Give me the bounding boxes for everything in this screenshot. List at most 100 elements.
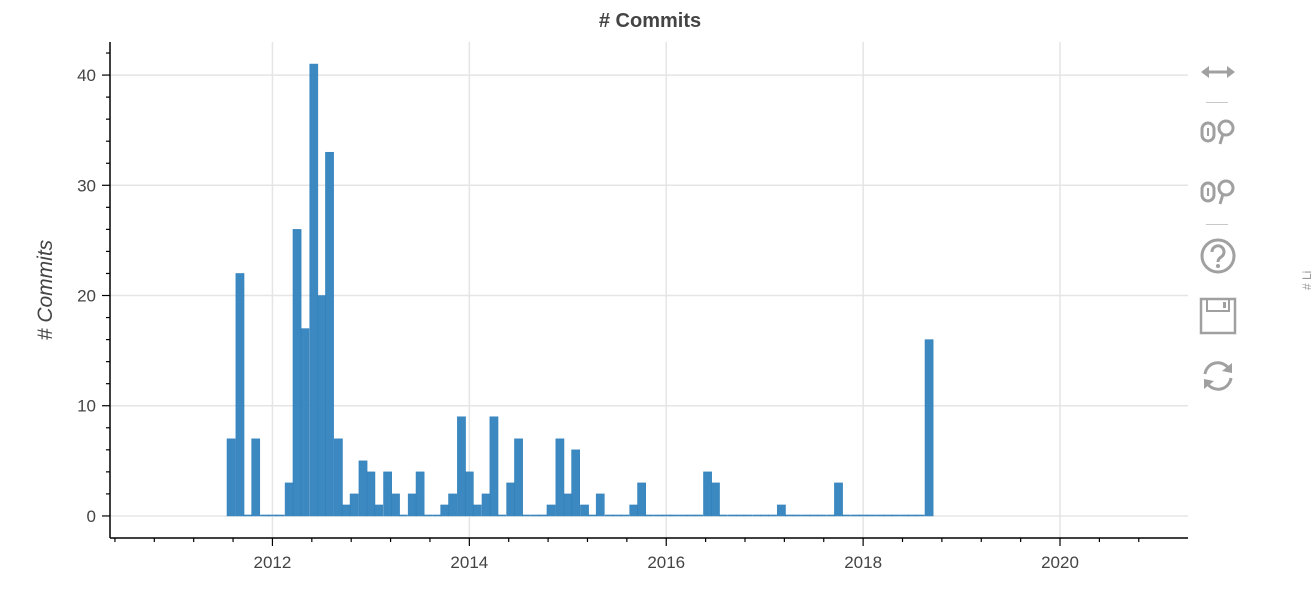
bar xyxy=(309,63,319,517)
bar xyxy=(661,514,671,517)
bar xyxy=(243,514,253,517)
bar xyxy=(850,514,860,517)
bar xyxy=(669,514,679,517)
bar xyxy=(464,471,474,517)
bar xyxy=(423,514,433,517)
bar xyxy=(284,482,294,517)
bar xyxy=(546,504,556,517)
bar xyxy=(842,514,851,517)
bar xyxy=(711,482,720,517)
bar xyxy=(497,514,507,517)
bar xyxy=(300,328,310,517)
tool-save[interactable] xyxy=(1196,296,1240,336)
bar xyxy=(268,514,277,517)
bar xyxy=(645,514,654,517)
bar xyxy=(457,416,466,517)
bar xyxy=(481,493,491,517)
bar xyxy=(366,471,376,517)
bar xyxy=(891,514,900,517)
tool-reset[interactable] xyxy=(1196,356,1240,396)
tool-pan[interactable] xyxy=(1196,52,1240,92)
bar xyxy=(383,471,392,517)
bar xyxy=(325,151,334,517)
grid-lines xyxy=(110,42,1188,538)
bar xyxy=(374,504,384,517)
bar xyxy=(743,514,753,517)
bar xyxy=(678,514,688,517)
bar xyxy=(727,514,737,517)
bar xyxy=(522,514,531,517)
zoom-in-icon xyxy=(1200,119,1235,145)
bar xyxy=(637,482,646,517)
bar xyxy=(654,514,663,517)
bar xyxy=(900,514,909,517)
bar xyxy=(694,514,704,517)
bar xyxy=(629,504,639,517)
bar xyxy=(604,514,614,517)
bar xyxy=(595,493,605,517)
bar xyxy=(358,460,368,517)
bar xyxy=(489,416,499,517)
save-icon xyxy=(1199,297,1237,335)
bar xyxy=(407,493,417,517)
bar xyxy=(777,504,786,517)
bar xyxy=(784,514,794,517)
bar xyxy=(752,514,762,517)
y-tick-label: 0 xyxy=(87,507,96,526)
x-tick-label: 2020 xyxy=(1041,553,1079,572)
bar xyxy=(866,514,876,517)
bar xyxy=(834,482,843,517)
x-tick-label: 2018 xyxy=(844,553,882,572)
bar xyxy=(251,438,261,517)
x-tick-label: 2012 xyxy=(254,553,292,572)
bar xyxy=(506,482,516,517)
bar xyxy=(858,514,868,517)
bar xyxy=(432,514,442,517)
bar xyxy=(801,514,811,517)
bar xyxy=(792,514,802,517)
bar xyxy=(924,339,934,517)
axes: 0 10 20 30 40 2012 2014 2016 2018 2020 xyxy=(77,42,1188,572)
toolbar-separator xyxy=(1206,102,1228,103)
bar xyxy=(703,471,712,517)
bar xyxy=(915,514,925,517)
bar xyxy=(235,273,245,517)
bar xyxy=(580,504,589,517)
bar xyxy=(399,514,408,517)
bar xyxy=(809,514,819,517)
y-axis-label: # Commits xyxy=(34,239,57,340)
bar xyxy=(718,514,728,517)
bar xyxy=(530,514,540,517)
bar xyxy=(341,504,351,517)
bar xyxy=(883,514,893,517)
tool-zoom-out[interactable] xyxy=(1196,172,1240,212)
bar xyxy=(735,514,745,517)
x-tick-label: 2014 xyxy=(450,553,488,572)
bar xyxy=(555,438,565,517)
x-tick-label: 2016 xyxy=(647,553,685,572)
bars xyxy=(226,63,934,517)
bar xyxy=(907,514,917,517)
bar xyxy=(448,493,457,517)
pan-icon xyxy=(1201,66,1235,78)
bar xyxy=(292,229,302,517)
bar xyxy=(514,438,523,517)
bar xyxy=(226,438,236,517)
bar xyxy=(538,514,548,517)
toolbar-separator xyxy=(1206,224,1228,225)
y-tick-label: 20 xyxy=(77,287,96,306)
bar xyxy=(686,514,696,517)
y-tick-label: 30 xyxy=(77,176,96,195)
bar xyxy=(563,493,573,517)
bar xyxy=(760,514,770,517)
bar xyxy=(334,438,343,517)
bar xyxy=(571,449,581,517)
bar xyxy=(317,295,327,517)
bar xyxy=(415,471,425,517)
clipped-side-label: # Li xyxy=(1300,270,1312,290)
bar xyxy=(826,514,835,517)
tool-zoom-in[interactable] xyxy=(1196,112,1240,152)
bar xyxy=(620,514,630,517)
tool-help[interactable] xyxy=(1196,236,1240,276)
